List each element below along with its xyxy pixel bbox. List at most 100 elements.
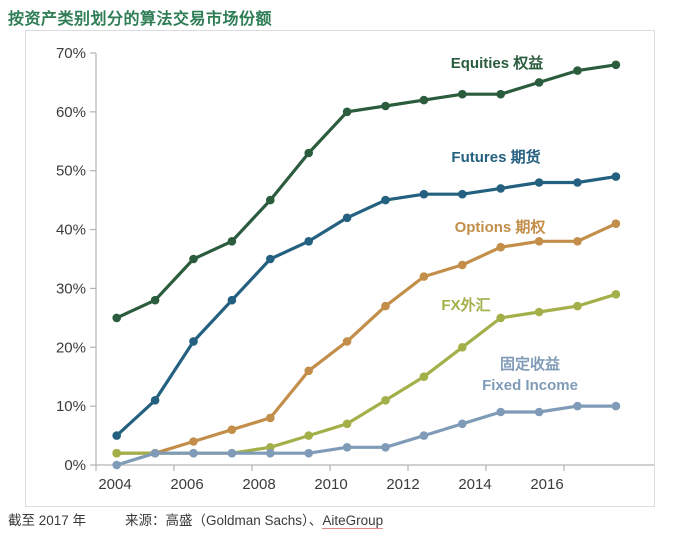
data-point [266, 254, 275, 264]
y-axis-label: 50% [56, 163, 86, 180]
series-line [115, 222, 618, 455]
data-point [496, 89, 506, 99]
data-point [611, 172, 621, 181]
axis-lines [95, 53, 654, 466]
data-point [534, 307, 544, 317]
x-axis-label: 2006 [170, 476, 203, 493]
data-point [381, 396, 390, 405]
data-point [189, 337, 198, 346]
series-group: Options 期权 [112, 218, 621, 458]
data-point [112, 313, 121, 323]
page-title: 按资产类别划分的算法交易市场份额 [8, 11, 273, 28]
data-point [342, 213, 352, 223]
data-point [189, 437, 198, 446]
data-point [150, 448, 160, 458]
data-point [573, 66, 582, 75]
data-point [611, 401, 621, 411]
data-point [611, 219, 621, 228]
series-label: Options 期权 [455, 218, 547, 236]
data-point [342, 443, 352, 452]
data-point [189, 448, 198, 458]
x-axis-label: 2010 [314, 476, 347, 493]
data-point [611, 290, 621, 299]
data-point [419, 431, 429, 440]
data-point [342, 337, 352, 346]
y-axis-label: 30% [56, 280, 86, 297]
data-point [419, 372, 429, 382]
source-link[interactable]: AiteGroup [322, 513, 384, 529]
data-point [534, 237, 544, 246]
y-axis-label: 10% [56, 398, 86, 415]
data-point [419, 272, 429, 281]
data-point [266, 448, 275, 458]
data-point [227, 425, 237, 435]
series-line [115, 175, 618, 438]
data-point [573, 401, 582, 411]
data-point [112, 460, 121, 470]
data-point [458, 189, 467, 199]
y-axis-label: 40% [56, 222, 86, 239]
data-point [227, 295, 237, 305]
data-point [573, 237, 582, 246]
data-point [458, 260, 467, 270]
data-point [266, 443, 275, 452]
data-point [227, 448, 237, 458]
as-of-date: 截至 2017 年 [8, 513, 87, 528]
data-point [112, 431, 121, 440]
data-point [304, 448, 314, 458]
y-axis-label: 0% [64, 457, 86, 474]
data-point [381, 443, 390, 452]
data-point [534, 178, 544, 187]
x-axis-label: 2008 [242, 476, 275, 493]
series-label: Fixed Income [482, 377, 578, 394]
data-point [496, 184, 506, 193]
x-axis-label: 2016 [530, 476, 563, 493]
data-point [112, 448, 121, 458]
data-point [304, 431, 314, 440]
data-point [342, 419, 352, 429]
data-point [304, 366, 314, 376]
footer: 截至 2017 年 来源：高盛（Goldman Sachs）、AiteGroup [0, 509, 688, 533]
data-point [266, 413, 275, 423]
series-line [115, 63, 618, 320]
data-point [534, 78, 544, 87]
data-point [611, 60, 621, 70]
data-point [496, 242, 506, 252]
data-point [342, 107, 352, 117]
data-point [573, 301, 582, 311]
data-point [458, 89, 467, 99]
series-label: FX外汇 [441, 296, 490, 314]
data-point [150, 396, 160, 405]
x-axis-label: 2014 [458, 476, 491, 493]
data-point [227, 237, 237, 246]
data-point [266, 195, 275, 205]
data-point [150, 295, 160, 305]
data-point [496, 313, 506, 323]
series-label: Futures 期货 [451, 148, 540, 166]
series-group: Futures 期货 [112, 148, 621, 440]
data-point [381, 195, 390, 205]
data-point [381, 101, 390, 111]
data-point [189, 254, 198, 264]
y-axis-label: 60% [56, 104, 86, 121]
series-group: Equities 权益 [112, 54, 621, 323]
x-axis-label: 2004 [98, 476, 131, 493]
data-point [458, 419, 467, 429]
data-point [496, 407, 506, 417]
data-point [419, 95, 429, 105]
data-point [573, 178, 582, 187]
y-axis-label: 70% [56, 45, 86, 62]
data-point [304, 237, 314, 246]
source-label: 来源：高盛（Goldman Sachs）、 [125, 513, 323, 528]
x-axis-label: 2012 [386, 476, 419, 493]
data-point [458, 343, 467, 352]
series-line [115, 292, 618, 455]
data-point [304, 148, 314, 158]
series-group: 固定收益 Fixed Income [112, 355, 621, 470]
series-label: Equities 权益 [451, 54, 544, 72]
y-axis-label: 20% [56, 339, 86, 356]
data-point [381, 301, 390, 311]
data-point [534, 407, 544, 417]
